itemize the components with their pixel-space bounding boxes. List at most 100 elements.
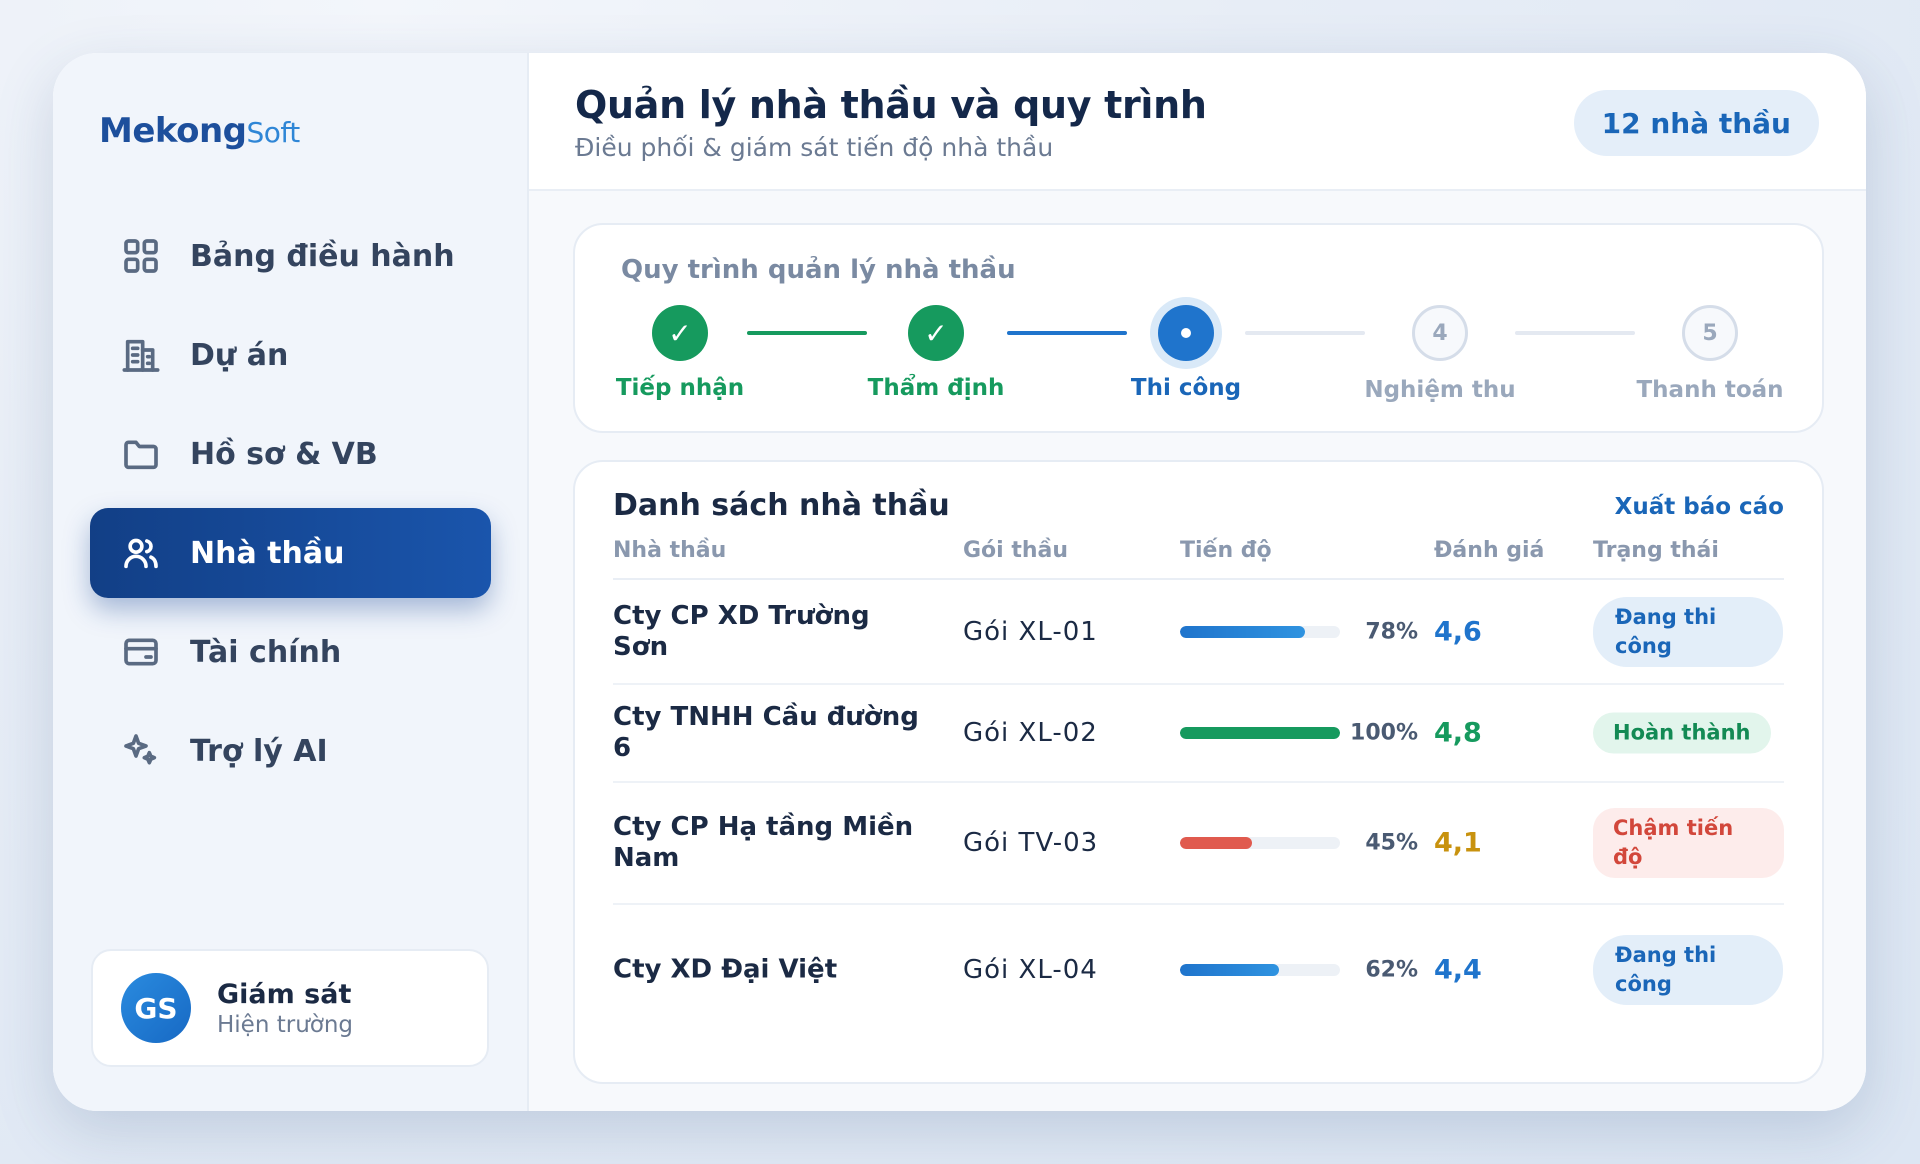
status-badge-cell: Đang thi công	[1593, 596, 1783, 667]
column-header-status[interactable]: Trạng thái	[1593, 538, 1719, 563]
sparkle-icon	[120, 730, 162, 772]
app-window: MekongSoft Bảng điều hành Dự án Hồ sơ & …	[53, 53, 1866, 1111]
sidebar-item-label: Dự án	[190, 337, 289, 373]
package-code: Gói XL-04	[963, 955, 1098, 985]
user-profile-card[interactable]: GS Giám sát Hiện trường	[91, 949, 489, 1067]
step-payment[interactable]: 5 Thanh toán	[1620, 305, 1800, 403]
user-info: Giám sát Hiện trường	[217, 979, 353, 1038]
step-label: Thẩm định	[867, 375, 1005, 401]
process-title: Quy trình quản lý nhà thầu	[621, 255, 1016, 285]
sidebar-item-label: Trợ lý AI	[190, 733, 328, 769]
step-connector	[1245, 331, 1365, 335]
sidebar-item-contractors[interactable]: Nhà thầu	[90, 508, 491, 598]
progress-fill	[1180, 727, 1340, 739]
sidebar-item-label: Tài chính	[190, 634, 342, 670]
sidebar-item-finance[interactable]: Tài chính	[90, 607, 491, 697]
check-icon: ✓	[652, 305, 708, 361]
avatar: GS	[121, 973, 191, 1043]
rating-score: 4,8	[1434, 717, 1482, 749]
contractor-name: Cty CP XD Trường Sơn	[613, 600, 870, 662]
main-content: Quản lý nhà thầu và quy trình Điều phối …	[529, 53, 1866, 1111]
step-number: 4	[1412, 305, 1468, 361]
column-header-package[interactable]: Gói thầu	[963, 538, 1069, 563]
table-row[interactable]: Cty CP XD Trường Sơn Gói XL-01 78% 4,6 Đ…	[613, 580, 1784, 685]
progress-bar	[1180, 964, 1340, 976]
step-appraisal[interactable]: ✓ Thẩm định	[846, 305, 1026, 401]
sidebar-item-label: Hồ sơ & VB	[190, 436, 378, 472]
brand-logo[interactable]: MekongSoft	[99, 111, 300, 151]
brand-suffix: Soft	[246, 116, 301, 149]
brand-name: Mekong	[99, 111, 247, 151]
contractor-name: Cty CP Hạ tầng Miền Nam	[613, 812, 914, 873]
progress-percent: 45%	[1365, 830, 1418, 856]
step-label: Thanh toán	[1636, 377, 1784, 403]
step-connector	[1007, 331, 1127, 335]
contractor-count-badge: 12 nhà thầu	[1573, 90, 1819, 156]
package-code: Gói XL-01	[963, 616, 1098, 647]
sidebar-nav: Bảng điều hành Dự án Hồ sơ & VB Nhà thầu	[90, 211, 491, 805]
building-icon	[120, 334, 162, 376]
process-card: Quy trình quản lý nhà thầu ✓ Tiếp nhận ✓…	[573, 223, 1824, 433]
step-label: Thi công	[1130, 375, 1242, 401]
process-stepper: ✓ Tiếp nhận ✓ Thẩm định Thi công 4 Nghiệ…	[575, 305, 1822, 415]
status-badge: Đang thi công	[1593, 596, 1783, 667]
sidebar-item-label: Bảng điều hành	[190, 238, 455, 274]
progress-fill	[1180, 964, 1280, 976]
sidebar-item-ai-assistant[interactable]: Trợ lý AI	[90, 706, 491, 796]
sidebar-item-label: Nhà thầu	[190, 535, 345, 571]
rating-score: 4,4	[1434, 954, 1482, 986]
contractor-name: Cty TNHH Cầu đường 6	[613, 702, 919, 763]
progress-bar	[1180, 625, 1340, 638]
sidebar: MekongSoft Bảng điều hành Dự án Hồ sơ & …	[53, 53, 529, 1111]
table-row[interactable]: Cty XD Đại Việt Gói XL-04 62% 4,4 Đang t…	[613, 905, 1784, 1035]
step-label: Nghiệm thu	[1364, 377, 1516, 403]
step-reception[interactable]: ✓ Tiếp nhận	[590, 305, 770, 401]
column-header-rating[interactable]: Đánh giá	[1434, 538, 1545, 563]
table-title: Danh sách nhà thầu	[613, 488, 950, 523]
sidebar-item-documents[interactable]: Hồ sơ & VB	[90, 409, 491, 499]
progress-percent: 62%	[1365, 957, 1418, 983]
step-acceptance[interactable]: 4 Nghiệm thu	[1350, 305, 1530, 403]
table-header: Nhà thầu Gói thầu Tiến độ Đánh giá Trạng…	[613, 538, 1784, 580]
grid-icon	[120, 235, 162, 277]
progress-fill	[1180, 625, 1305, 638]
step-construction[interactable]: Thi công	[1096, 305, 1276, 401]
column-header-progress[interactable]: Tiến độ	[1180, 538, 1272, 563]
page-subtitle: Điều phối & giám sát tiến độ nhà thầu	[575, 133, 1054, 162]
progress-percent: 78%	[1365, 619, 1418, 644]
page-title: Quản lý nhà thầu và quy trình	[575, 83, 1207, 127]
sidebar-item-projects[interactable]: Dự án	[90, 310, 491, 400]
user-role: Hiện trường	[217, 1011, 354, 1038]
table-body: Cty CP XD Trường Sơn Gói XL-01 78% 4,6 Đ…	[613, 580, 1784, 1035]
table-row[interactable]: Cty TNHH Cầu đường 6 Gói XL-02 100% 4,8 …	[613, 685, 1784, 783]
current-step-icon	[1158, 305, 1214, 361]
progress-bar	[1180, 837, 1340, 849]
card-icon	[120, 631, 162, 673]
folder-icon	[120, 433, 162, 475]
rating-score: 4,6	[1434, 616, 1482, 647]
package-code: Gói XL-02	[963, 718, 1098, 748]
contractor-table-card: Danh sách nhà thầu Xuất báo cáo Nhà thầu…	[573, 460, 1824, 1084]
page-header: Quản lý nhà thầu và quy trình Điều phối …	[529, 53, 1866, 191]
column-header-name[interactable]: Nhà thầu	[613, 538, 727, 563]
progress-percent: 100%	[1350, 720, 1418, 746]
status-badge-cell: Chậm tiến độ	[1593, 808, 1784, 878]
step-connector	[1515, 331, 1635, 335]
progress-bar	[1180, 727, 1340, 739]
rating-score: 4,1	[1434, 827, 1482, 859]
sidebar-item-dashboard[interactable]: Bảng điều hành	[90, 211, 491, 301]
status-badge: Hoàn thành	[1593, 712, 1771, 754]
check-icon: ✓	[908, 305, 964, 361]
users-icon	[120, 532, 162, 574]
user-name: Giám sát	[217, 978, 352, 1010]
step-number: 5	[1682, 305, 1738, 361]
status-badge: Chậm tiến độ	[1593, 808, 1784, 878]
status-badge-cell: Đang thi công	[1593, 935, 1783, 1005]
status-badge-cell: Hoàn thành	[1593, 712, 1771, 754]
export-report-link[interactable]: Xuất báo cáo	[1614, 494, 1784, 520]
contractor-name: Cty XD Đại Việt	[613, 954, 838, 985]
step-label: Tiếp nhận	[615, 375, 745, 401]
step-connector	[747, 331, 867, 335]
package-code: Gói TV-03	[963, 828, 1099, 858]
table-row[interactable]: Cty CP Hạ tầng Miền Nam Gói TV-03 45% 4,…	[613, 783, 1784, 905]
